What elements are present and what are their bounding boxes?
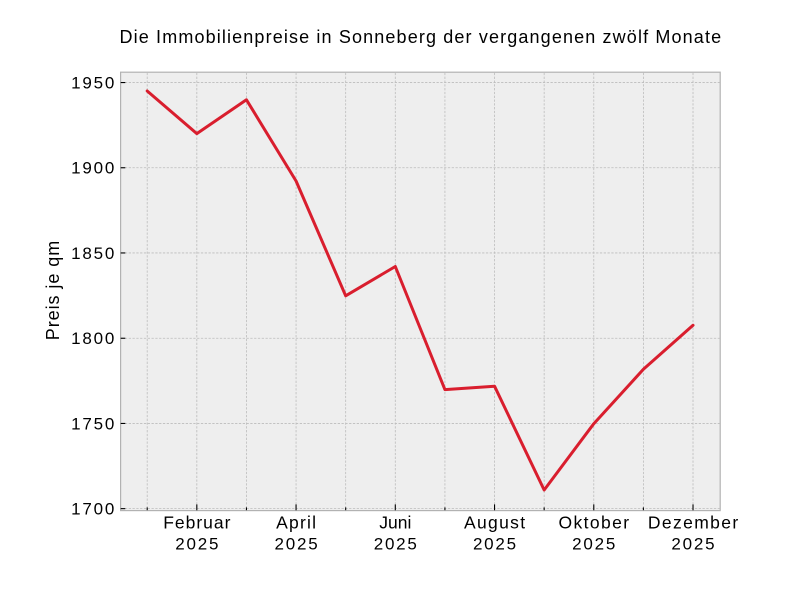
svg-text:2025: 2025 [671, 534, 714, 553]
svg-text:Februar: Februar [163, 513, 230, 533]
svg-text:Preis je qm: Preis je qm [43, 241, 63, 341]
svg-text:1750: 1750 [71, 414, 114, 433]
svg-text:2025: 2025 [473, 534, 516, 553]
svg-text:2025: 2025 [175, 534, 218, 553]
svg-text:April: April [276, 513, 316, 533]
svg-text:August: August [464, 513, 525, 533]
svg-text:Die Immobilienpreise in Sonneb: Die Immobilienpreise in Sonneberg der ve… [120, 27, 722, 47]
svg-text:2025: 2025 [572, 534, 615, 553]
svg-text:1900: 1900 [71, 159, 114, 178]
svg-text:2025: 2025 [274, 534, 317, 553]
svg-text:Oktober: Oktober [559, 513, 630, 533]
svg-text:Juni: Juni [379, 513, 411, 533]
svg-text:1700: 1700 [71, 500, 114, 519]
svg-text:1850: 1850 [71, 244, 114, 263]
svg-text:1950: 1950 [71, 73, 114, 92]
svg-text:2025: 2025 [374, 534, 417, 553]
svg-text:1800: 1800 [71, 329, 114, 348]
